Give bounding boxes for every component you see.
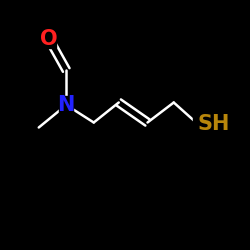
- Bar: [60, 96, 73, 114]
- Bar: [192, 115, 215, 132]
- Text: N: N: [58, 95, 75, 115]
- Bar: [42, 30, 56, 48]
- Text: SH: SH: [198, 114, 230, 134]
- Text: O: O: [40, 29, 58, 49]
